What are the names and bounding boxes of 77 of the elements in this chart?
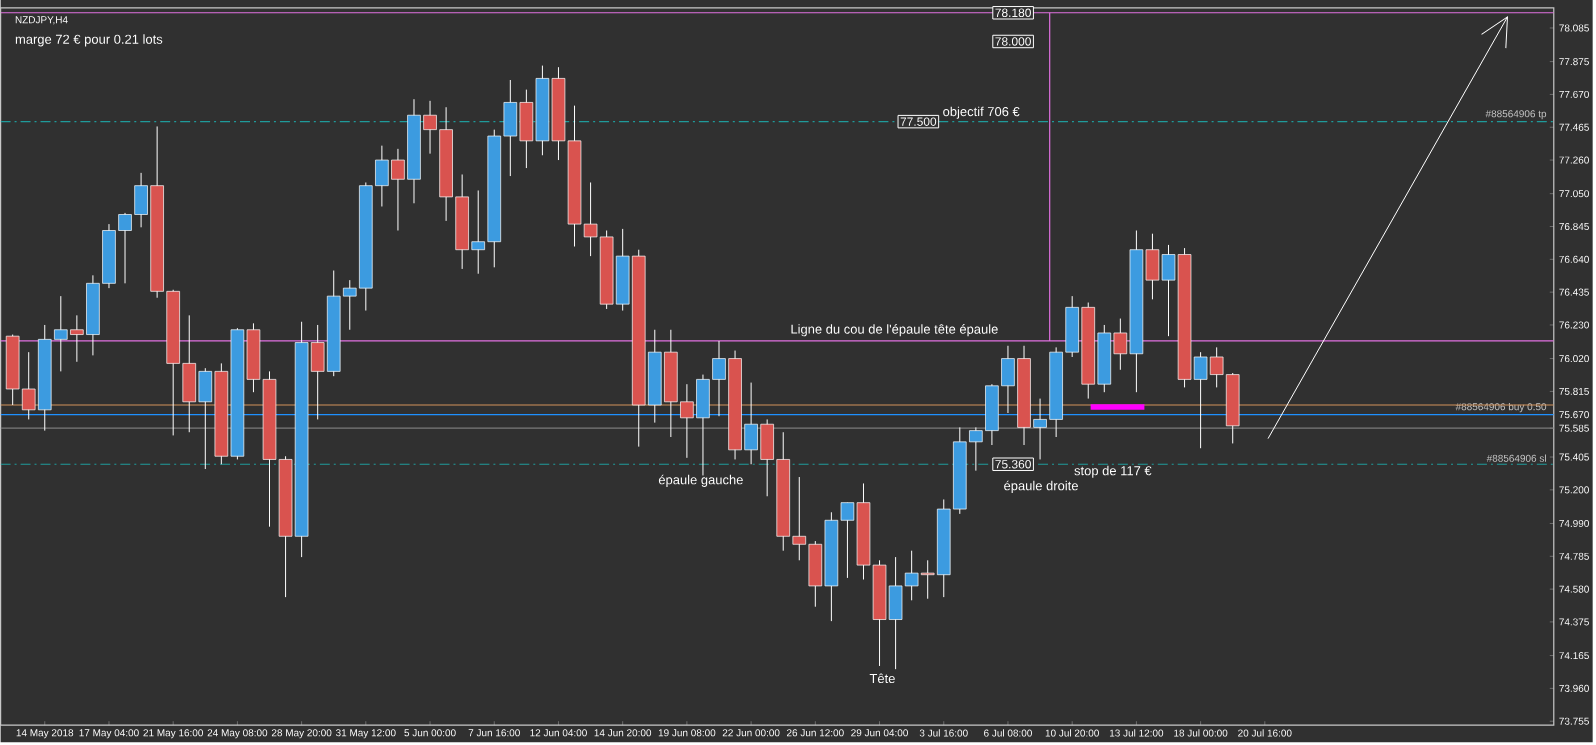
annotation: 75.360 xyxy=(995,460,1031,469)
x-tick-label: 29 Jun 04:00 xyxy=(851,729,908,737)
annotation: 78.180 xyxy=(995,8,1031,18)
y-tick-label: 78.085 xyxy=(1559,24,1589,32)
candlestick xyxy=(343,279,357,331)
candlestick xyxy=(904,550,919,601)
ref-line-label: #88564906 tp xyxy=(1485,110,1547,120)
y-tick-label: 76.435 xyxy=(1559,288,1589,296)
annotation: Tête xyxy=(869,673,895,684)
y-tick-label: 74.375 xyxy=(1559,618,1589,626)
x-tick-label: 12 Jun 04:00 xyxy=(530,729,587,737)
candlestick xyxy=(54,295,68,372)
candlestick xyxy=(583,182,598,257)
x-tick-label: 13 Jul 12:00 xyxy=(1109,729,1164,737)
y-tick-label: 77.050 xyxy=(1559,190,1589,198)
y-tick-label: 77.875 xyxy=(1559,58,1589,66)
y-tick-label: 73.960 xyxy=(1559,684,1589,692)
y-tick-label: 74.580 xyxy=(1559,585,1589,593)
candlestick xyxy=(1033,398,1047,460)
x-tick-label: 14 May 2018 xyxy=(16,729,74,739)
candlestick xyxy=(70,314,84,363)
x-tick-label: 22 Jun 00:00 xyxy=(722,729,780,737)
y-tick-label: 75.405 xyxy=(1559,453,1589,461)
annotation: 78.000 xyxy=(995,37,1031,46)
y-tick-label: 77.260 xyxy=(1559,156,1589,164)
y-tick-label: 75.200 xyxy=(1559,486,1589,494)
y-tick-label: 76.640 xyxy=(1559,255,1589,263)
candlestick xyxy=(118,212,132,284)
candlestick xyxy=(792,476,807,561)
y-tick-label: 76.020 xyxy=(1559,355,1589,363)
annotation: stop de 117 € xyxy=(1074,465,1152,478)
candlestick xyxy=(712,340,726,417)
x-tick-label: 28 May 20:00 xyxy=(271,729,332,739)
annotation: Ligne du cou de l'épaule tête épaule xyxy=(791,324,998,337)
y-tick-label: 75.585 xyxy=(1559,424,1589,432)
annotation: épaule droite xyxy=(1004,480,1078,493)
x-tick-label: 14 Jun 20:00 xyxy=(594,729,652,737)
x-tick-label: 17 May 04:00 xyxy=(79,729,139,739)
x-tick-label: 31 May 12:00 xyxy=(335,729,396,739)
candlestick xyxy=(471,190,485,275)
x-tick-label: 20 Jul 16:00 xyxy=(1238,729,1292,737)
annotation: NZDJPY,H4 xyxy=(15,16,68,25)
annotation: épaule gauche xyxy=(658,474,743,487)
y-tick-label: 74.785 xyxy=(1559,552,1589,560)
annotation: marge 72 € pour 0.21 lots xyxy=(15,34,163,47)
x-tick-label: 21 May 16:00 xyxy=(143,729,204,739)
ref-line-label: #88564906 buy 0.50 xyxy=(1455,402,1547,413)
y-tick-label: 77.670 xyxy=(1559,90,1589,98)
annotation: 77.500 xyxy=(900,117,937,126)
x-tick-label: 10 Jul 20:00 xyxy=(1045,729,1099,737)
candlestick xyxy=(1209,346,1224,388)
y-tick-label: 74.990 xyxy=(1559,519,1589,528)
candlestick xyxy=(21,351,36,420)
x-tick-label: 24 May 08:00 xyxy=(207,729,268,739)
y-tick-label: 77.465 xyxy=(1559,123,1589,131)
candlestick xyxy=(680,383,694,459)
y-tick-label: 76.845 xyxy=(1559,222,1589,231)
x-tick-label: 6 Jul 08:00 xyxy=(984,729,1032,737)
y-tick-label: 75.670 xyxy=(1559,411,1589,419)
x-tick-label: 3 Jul 16:00 xyxy=(919,729,968,737)
annotation: objectif 706 € xyxy=(943,106,1020,119)
ref-line-label: #88564906 sl xyxy=(1486,454,1546,462)
candlestick xyxy=(969,426,983,472)
x-tick-label: 18 Jul 00:00 xyxy=(1174,729,1228,737)
candlestick xyxy=(1113,318,1128,371)
candlestick xyxy=(391,148,405,232)
y-tick-label: 75.815 xyxy=(1559,387,1589,395)
x-tick-label: 7 Jun 16:00 xyxy=(468,729,520,737)
y-tick-label: 74.165 xyxy=(1559,652,1589,660)
candlestick xyxy=(920,559,935,600)
y-tick-label: 76.230 xyxy=(1559,321,1589,329)
candlestick xyxy=(1193,351,1208,449)
x-tick-label: 19 Jun 08:00 xyxy=(658,729,716,737)
x-tick-label: 26 Jun 12:00 xyxy=(786,729,844,737)
x-tick-label: 5 Jun 00:00 xyxy=(404,729,456,737)
y-tick-label: 73.755 xyxy=(1559,717,1589,725)
candlestick xyxy=(423,100,437,155)
